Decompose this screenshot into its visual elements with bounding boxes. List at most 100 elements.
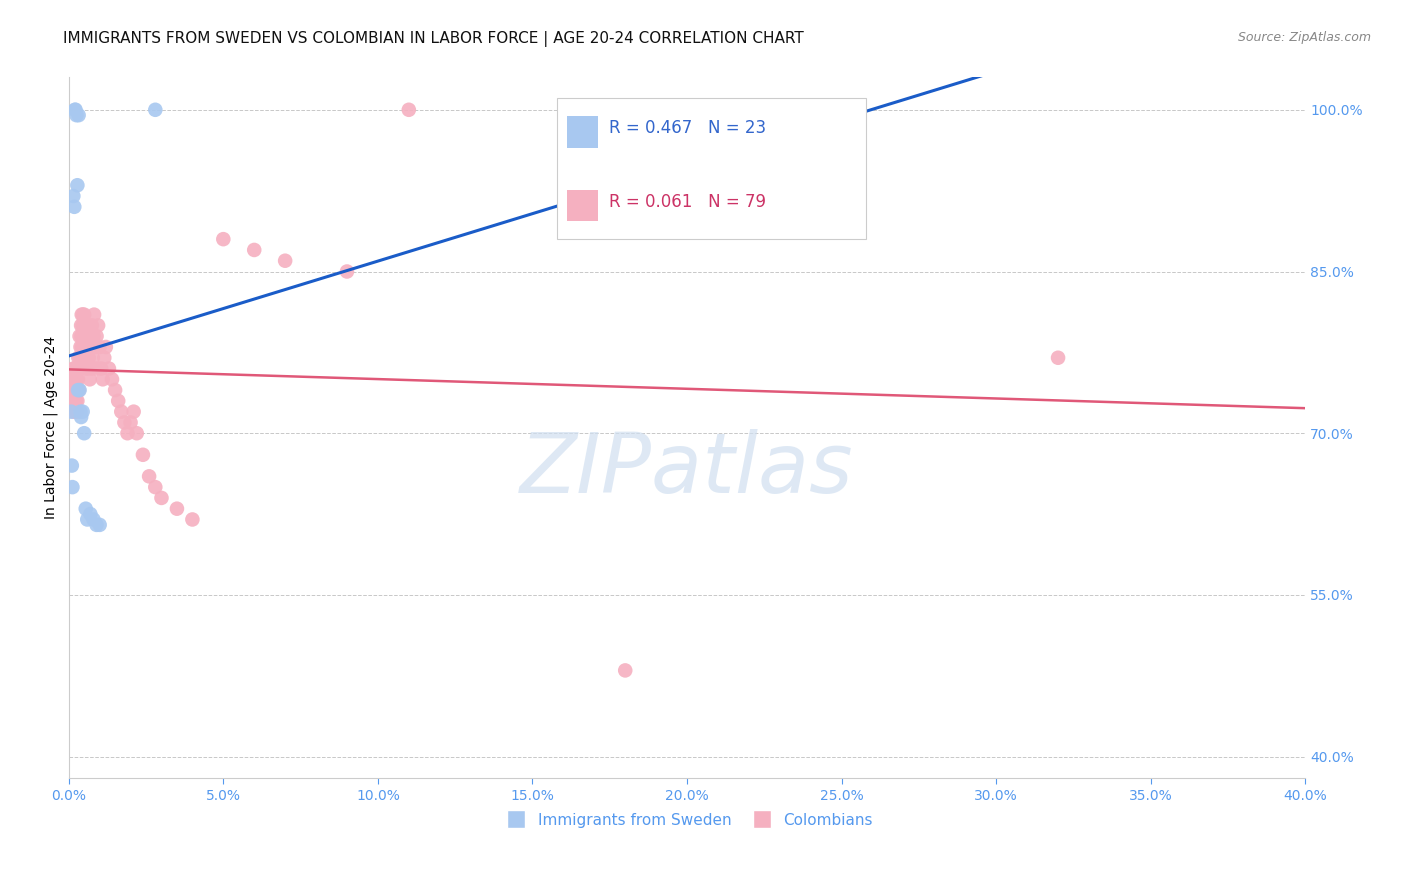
Point xyxy=(65,361,87,376)
Point xyxy=(65,383,87,397)
Point xyxy=(110,405,132,419)
Point xyxy=(67,383,90,397)
Point xyxy=(66,383,89,397)
Point xyxy=(67,361,90,376)
Point xyxy=(63,200,86,214)
Point xyxy=(77,318,100,333)
Y-axis label: In Labor Force | Age 20-24: In Labor Force | Age 20-24 xyxy=(44,336,58,519)
Text: IMMIGRANTS FROM SWEDEN VS COLOMBIAN IN LABOR FORCE | AGE 20-24 CORRELATION CHART: IMMIGRANTS FROM SWEDEN VS COLOMBIAN IN L… xyxy=(63,31,804,47)
Point xyxy=(65,108,87,122)
Point xyxy=(60,458,83,473)
Point xyxy=(132,448,155,462)
Point xyxy=(84,361,107,376)
Point xyxy=(104,383,127,397)
Legend: Immigrants from Sweden, Colombians: Immigrants from Sweden, Colombians xyxy=(495,806,879,834)
FancyBboxPatch shape xyxy=(557,98,866,239)
Point xyxy=(82,351,104,365)
Point xyxy=(70,410,93,425)
Point xyxy=(62,189,84,203)
Point xyxy=(67,108,90,122)
Point xyxy=(398,103,420,117)
Point xyxy=(62,393,84,408)
Point xyxy=(82,512,104,526)
Point xyxy=(63,372,86,386)
Point xyxy=(70,308,93,322)
Point xyxy=(79,372,101,386)
Point xyxy=(84,340,107,354)
Point xyxy=(66,372,89,386)
Point xyxy=(66,178,89,193)
Point xyxy=(77,351,100,365)
Point xyxy=(69,351,91,365)
Point xyxy=(63,393,86,408)
Point xyxy=(72,318,94,333)
Point xyxy=(117,426,139,441)
Point xyxy=(69,340,91,354)
Point xyxy=(89,340,111,354)
Point xyxy=(75,501,97,516)
Point xyxy=(143,480,166,494)
Point xyxy=(79,507,101,521)
Point xyxy=(63,103,86,117)
Point xyxy=(243,243,266,257)
Point xyxy=(73,308,96,322)
Point xyxy=(62,361,84,376)
Point xyxy=(62,372,84,386)
Point xyxy=(69,383,91,397)
Point xyxy=(614,664,637,678)
Point xyxy=(274,253,297,268)
Point xyxy=(69,329,91,343)
Point xyxy=(79,340,101,354)
Point xyxy=(125,426,148,441)
Point xyxy=(80,318,103,333)
Point xyxy=(65,361,87,376)
Point xyxy=(76,361,98,376)
Point xyxy=(65,103,87,117)
Text: Source: ZipAtlas.com: Source: ZipAtlas.com xyxy=(1237,31,1371,45)
Point xyxy=(70,329,93,343)
Text: R = 0.061   N = 79: R = 0.061 N = 79 xyxy=(609,193,766,211)
Point xyxy=(65,393,87,408)
Point xyxy=(72,308,94,322)
Point xyxy=(93,351,115,365)
Point xyxy=(69,405,91,419)
Point xyxy=(73,426,96,441)
Point xyxy=(89,517,111,532)
Point xyxy=(76,512,98,526)
Point xyxy=(65,405,87,419)
Point xyxy=(75,351,97,365)
Point xyxy=(60,383,83,397)
FancyBboxPatch shape xyxy=(567,190,598,221)
Point xyxy=(76,340,98,354)
Point xyxy=(181,512,204,526)
Point xyxy=(62,405,84,419)
Point xyxy=(90,361,112,376)
Point xyxy=(63,383,86,397)
Point xyxy=(112,416,135,430)
Point xyxy=(70,318,93,333)
Point xyxy=(107,393,129,408)
Point xyxy=(101,372,124,386)
Point xyxy=(60,405,83,419)
Text: ZIPatlas: ZIPatlas xyxy=(520,429,853,510)
Point xyxy=(138,469,160,483)
Point xyxy=(94,340,117,354)
Point xyxy=(212,232,235,246)
Point xyxy=(120,416,142,430)
Point xyxy=(86,329,108,343)
Point xyxy=(150,491,173,505)
Point xyxy=(66,405,89,419)
Point xyxy=(87,318,110,333)
Point xyxy=(66,393,89,408)
Point xyxy=(122,405,145,419)
Point xyxy=(143,103,166,117)
Point xyxy=(75,329,97,343)
Point xyxy=(82,329,104,343)
Point xyxy=(91,372,114,386)
Point xyxy=(66,372,89,386)
Point xyxy=(70,340,93,354)
Point xyxy=(1047,351,1070,365)
Point xyxy=(72,351,94,365)
Point xyxy=(336,264,359,278)
Point xyxy=(72,405,94,419)
